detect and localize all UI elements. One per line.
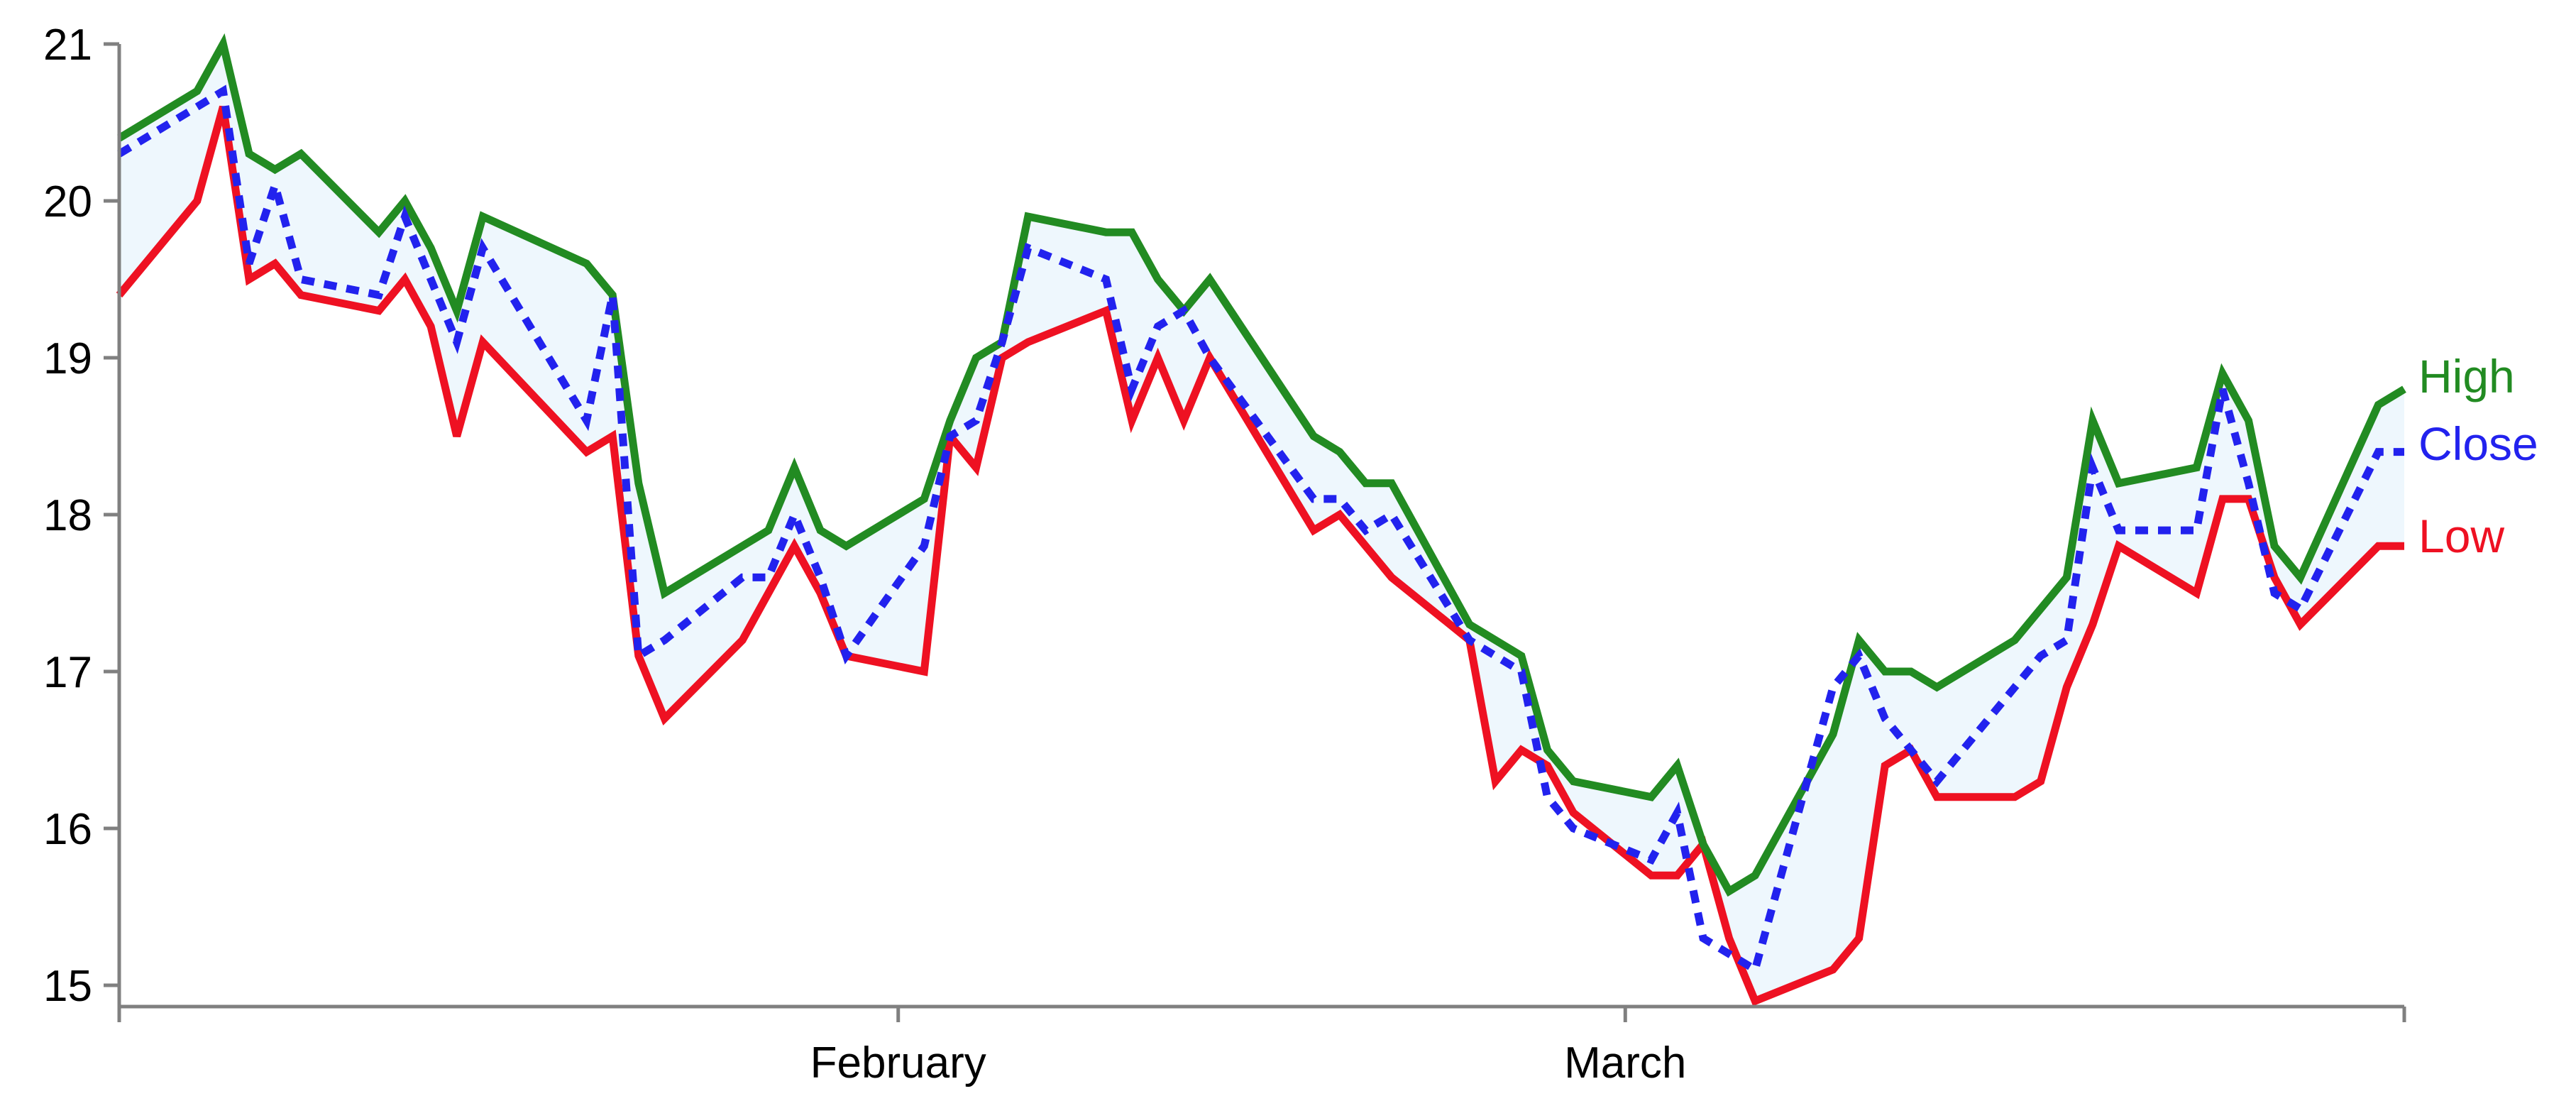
series-label-low: Low <box>2418 510 2504 562</box>
x-tick-label: March <box>1564 1039 1686 1088</box>
y-tick-label: 21 <box>43 21 92 70</box>
high-low-range-band <box>119 44 2404 1002</box>
y-tick-label: 19 <box>43 334 92 383</box>
y-tick-label: 17 <box>43 648 92 697</box>
y-tick-label: 20 <box>43 177 92 226</box>
series-lines-layer <box>116 33 2406 1007</box>
series-label-close: Close <box>2418 417 2538 470</box>
x-tick-label: February <box>810 1039 986 1088</box>
y-tick-label: 15 <box>43 962 92 1011</box>
series-line-close <box>117 84 2404 976</box>
series-label-high: High <box>2418 350 2515 402</box>
series-line-high <box>117 33 2406 897</box>
x-axis: February March <box>117 1004 2406 1088</box>
series-labels: High Close Low <box>2418 350 2538 562</box>
y-axis: 15 16 17 18 19 20 21 <box>43 21 121 1011</box>
series-line-low <box>116 105 2404 1007</box>
range-band-layer <box>119 44 2404 1002</box>
y-tick-label: 16 <box>43 805 92 854</box>
y-tick-label: 18 <box>43 491 92 540</box>
